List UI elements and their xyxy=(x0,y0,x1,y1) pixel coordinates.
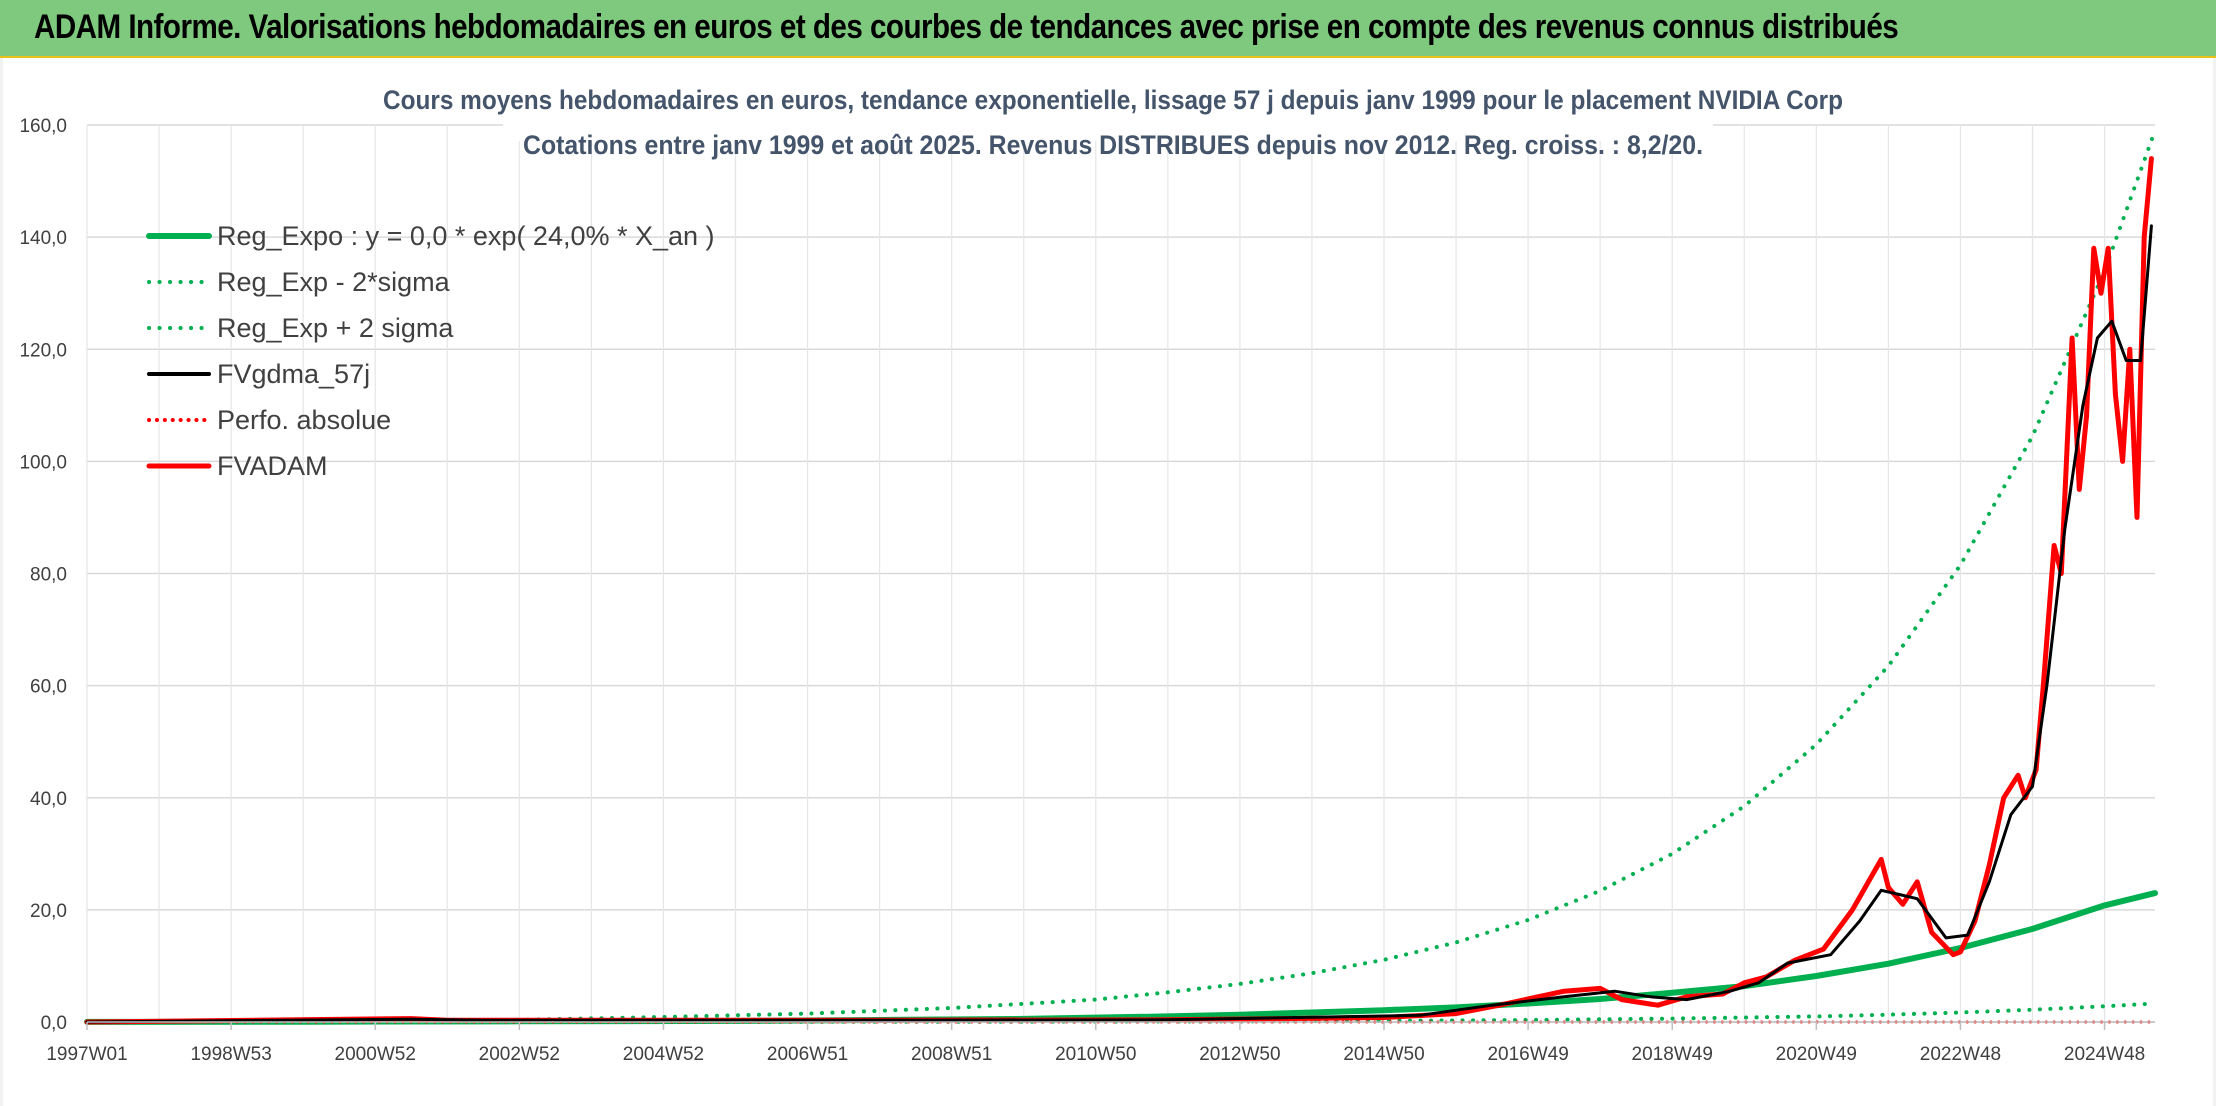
y-tick-label: 40,0 xyxy=(30,789,67,810)
y-tick-label: 60,0 xyxy=(30,677,67,698)
report-title: ADAM Informe. Valorisations hebdomadaire… xyxy=(34,8,1899,46)
x-tick-label: 2006W51 xyxy=(767,1044,848,1065)
x-axis: 1997W01 1998W53 2000W52 2002W52 2004W52 2006W… xyxy=(46,1021,2155,1065)
chart-title: Cours moyens hebdomadaires en euros, ten… xyxy=(383,85,1843,115)
y-tick-label: 20,0 xyxy=(30,901,67,922)
y-tick-label: 0,0 xyxy=(41,1013,67,1034)
x-tick-label: 2020W49 xyxy=(1776,1044,1857,1065)
x-tick-label: 2012W50 xyxy=(1199,1044,1280,1065)
series-line-2 xyxy=(85,128,2157,1024)
legend-label: Perfo. absolue xyxy=(217,405,391,435)
x-tick-label: 2002W52 xyxy=(479,1044,560,1065)
x-tick-label: 2004W52 xyxy=(623,1044,704,1065)
x-tick-label: 2022W48 xyxy=(1920,1044,2001,1065)
x-tick-label: 2024W48 xyxy=(2064,1044,2145,1065)
x-tick-label: 2018W49 xyxy=(1632,1044,1713,1065)
series-layer xyxy=(84,128,2158,1025)
legend-label: Reg_Expo : y = 0,0 * exp( 24,0% * X_an ) xyxy=(217,221,715,251)
series-line-3 xyxy=(85,224,2153,1024)
x-tick-label: 2000W52 xyxy=(335,1044,416,1065)
report-banner: ADAM Informe. Valorisations hebdomadaire… xyxy=(0,0,2216,58)
legend-label: FVADAM xyxy=(217,451,328,481)
subtitle-background xyxy=(503,105,1713,141)
series-line-0 xyxy=(84,890,2158,1025)
y-tick-label: 100,0 xyxy=(19,452,67,473)
x-tick-label: 2010W50 xyxy=(1055,1044,1136,1065)
legend-label: Reg_Exp - 2*sigma xyxy=(217,267,451,297)
x-tick-label: 2014W50 xyxy=(1343,1044,1424,1065)
y-axis: 0,0 20,0 40,0 60,0 80,0 100,0 120,0 140,0 160,0 xyxy=(19,116,67,1034)
x-tick-label: 1997W01 xyxy=(46,1044,127,1065)
x-tick-label: 2008W51 xyxy=(911,1044,992,1065)
legend-label: FVgdma_57j xyxy=(217,359,370,389)
legend-label: Reg_Exp + 2 sigma xyxy=(217,313,454,343)
chart-subtitle: Cotations entre janv 1999 et août 2025. … xyxy=(523,130,1703,160)
title-background xyxy=(353,64,1863,104)
line-chart: Cours moyens hebdomadaires en euros, ten… xyxy=(19,64,2158,1065)
chart-frame: Cours moyens hebdomadaires en euros, ten… xyxy=(0,58,2216,1106)
chart-grid xyxy=(86,124,2155,1023)
x-tick-label: 2016W49 xyxy=(1487,1044,1568,1065)
y-tick-label: 80,0 xyxy=(30,565,67,586)
chart-legend: Reg_Expo : y = 0,0 * exp( 24,0% * X_an )… xyxy=(146,221,715,481)
y-tick-label: 140,0 xyxy=(19,228,67,249)
y-tick-label: 160,0 xyxy=(19,116,67,137)
series-line-1 xyxy=(85,1001,2157,1024)
y-tick-label: 120,0 xyxy=(19,340,67,361)
x-tick-label: 1998W53 xyxy=(190,1044,271,1065)
